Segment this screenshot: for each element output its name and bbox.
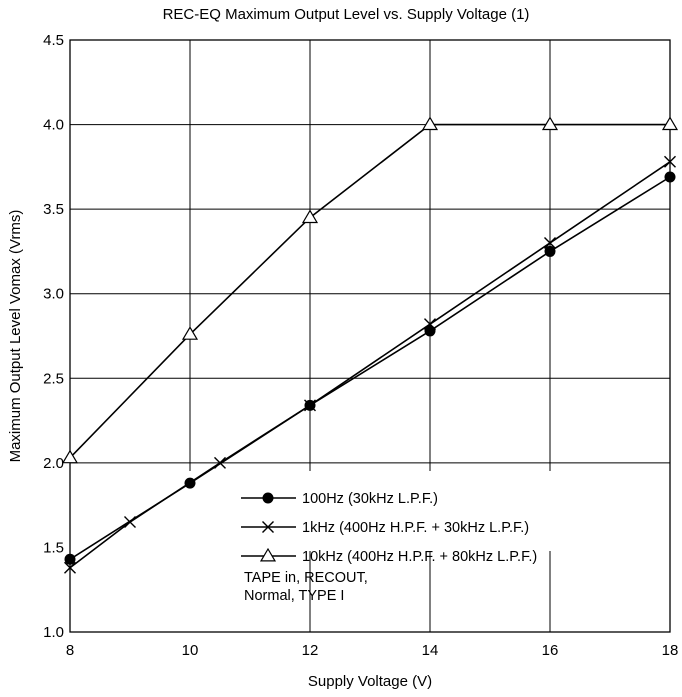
data-point-cross xyxy=(214,456,226,469)
plot-area xyxy=(69,39,671,633)
annotation-line-1: TAPE in, RECOUT, xyxy=(244,570,368,586)
legend: 100Hz (30kHz L.P.F.) 1kHz (400Hz H.P.F. +… xyxy=(241,491,537,565)
data-point-cross xyxy=(304,399,316,412)
x-tick-label: 12 xyxy=(302,642,319,659)
data-point-circle xyxy=(262,492,274,504)
y-tick-label: 3.5 xyxy=(43,201,64,218)
legend-box xyxy=(10,471,670,661)
data-point-circle xyxy=(664,171,676,183)
legend-entry: 10kHz (400Hz H.P.F. + 80kHz L.P.F.) xyxy=(241,547,537,565)
x-tick-label: 16 xyxy=(542,642,559,659)
series-layer xyxy=(61,116,679,574)
data-point-cross xyxy=(544,236,556,249)
series-3 xyxy=(61,116,679,464)
y-tick-labels: 1.0 1.5 2.0 2.5 3.0 3.5 4.0 4.5 xyxy=(43,32,64,641)
series-2 xyxy=(64,155,676,574)
x-tick-label: 14 xyxy=(422,642,439,659)
x-axis-label: Supply Voltage (V) xyxy=(308,673,432,690)
y-tick-label: 1.0 xyxy=(43,624,64,641)
data-point-cross xyxy=(664,155,676,168)
data-point-triangle xyxy=(421,116,439,131)
legend-entry: 1kHz (400Hz H.P.F. + 30kHz L.P.F.) xyxy=(241,520,529,536)
x-tick-label: 8 xyxy=(66,642,74,659)
chart-title: REC-EQ Maximum Output Level vs. Supply V… xyxy=(163,6,530,23)
legend-label: 10kHz (400Hz H.P.F. + 80kHz L.P.F.) xyxy=(302,549,537,565)
data-point-triangle xyxy=(661,116,679,131)
y-tick-label: 4.0 xyxy=(43,117,64,134)
data-point-circle xyxy=(424,325,436,337)
data-point-circle xyxy=(64,553,76,565)
y-axis-label: Maximum Output Level Vomax (Vrms) xyxy=(7,210,24,463)
x-tick-label: 10 xyxy=(182,642,199,659)
legend-label: 1kHz (400Hz H.P.F. + 30kHz L.P.F.) xyxy=(302,520,529,536)
legend-label: 100Hz (30kHz L.P.F.) xyxy=(302,491,438,507)
data-point-cross xyxy=(424,318,436,331)
data-point-triangle xyxy=(541,116,559,131)
x-tick-label: 18 xyxy=(662,642,679,659)
data-point-cross xyxy=(64,561,76,574)
data-point-triangle xyxy=(301,209,319,224)
data-point-cross xyxy=(124,516,136,529)
data-point-triangle xyxy=(181,326,199,340)
data-point-circle xyxy=(544,245,556,257)
annotation-line-2: Normal, TYPE I xyxy=(244,588,344,604)
x-tick-labels: 8 10 12 14 16 18 xyxy=(66,642,679,659)
data-point-triangle xyxy=(259,547,277,562)
y-tick-label: 4.5 xyxy=(43,32,64,49)
y-tick-label: 1.5 xyxy=(43,539,64,556)
data-point-triangle xyxy=(61,449,79,464)
legend-entry: 100Hz (30kHz L.P.F.) xyxy=(241,491,438,507)
y-tick-label: 2.0 xyxy=(43,455,64,472)
data-point-cross xyxy=(262,521,274,533)
series-line xyxy=(69,123,670,459)
y-tick-label: 2.5 xyxy=(43,370,64,387)
y-tick-label: 3.0 xyxy=(43,286,64,303)
